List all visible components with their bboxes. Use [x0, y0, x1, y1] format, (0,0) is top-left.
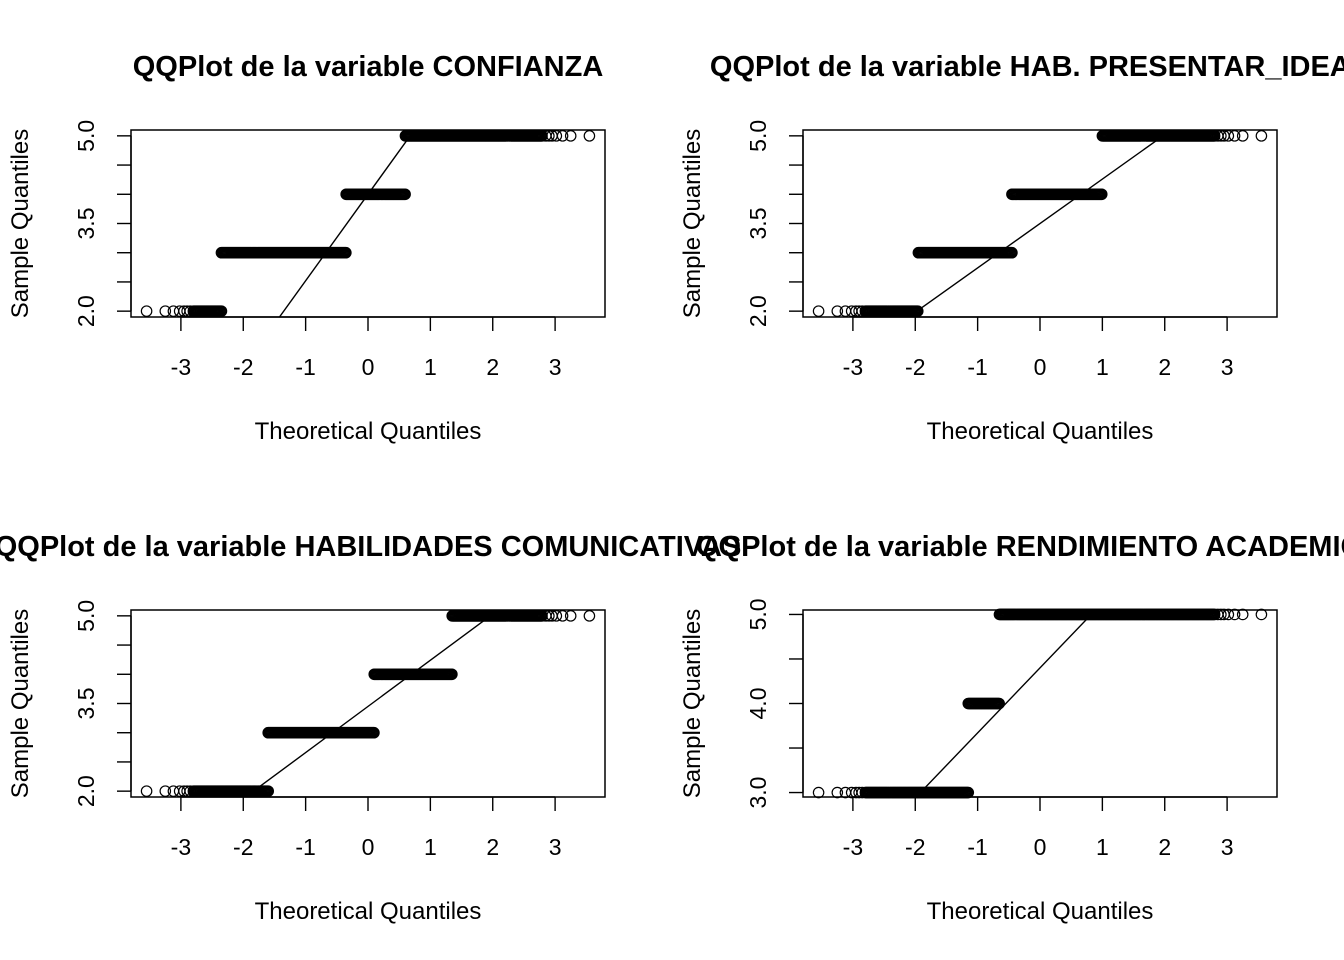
data-point [812, 305, 825, 317]
x-tick-label: 0 [362, 834, 375, 860]
x-axis-label: Theoretical Quantiles [927, 418, 1154, 445]
data-point [446, 668, 458, 681]
x-tick-label: 0 [1034, 354, 1047, 380]
y-axis-label: Sample Quantiles [7, 609, 34, 798]
data-point [583, 130, 596, 142]
data-point [1255, 608, 1268, 621]
x-tick-label: -1 [295, 354, 315, 380]
x-tick-label: 3 [1221, 834, 1234, 860]
x-tick-label: -2 [905, 354, 925, 380]
panel-title: QQPlot de la variable CONFIANZA [133, 51, 604, 83]
qq-panel-1: QQPlot de la variable CONFIANZA -3 -2 -1 0 1 2… [7, 51, 606, 445]
y-axis: 2.0 3.5 5.0 [73, 120, 132, 327]
data-point [993, 697, 1005, 710]
y-axis: 3.0 4.0 5.0 [745, 598, 804, 809]
y-tick-label: 2.0 [73, 295, 99, 327]
data-point [812, 786, 825, 799]
data-point [839, 786, 852, 799]
x-axis-label: Theoretical Quantiles [255, 418, 482, 445]
data-point [564, 610, 577, 622]
data-point [583, 610, 596, 622]
x-tick-label: 0 [1034, 834, 1047, 860]
x-axis-label: Theoretical Quantiles [927, 898, 1154, 925]
qq-panel-3: QQPlot de la variable HABILIDADES COMUNI… [0, 531, 741, 925]
y-tick-label: 2.0 [73, 775, 99, 807]
x-tick-label: 2 [1158, 354, 1171, 380]
x-tick-label: -2 [905, 834, 925, 860]
x-tick-label: 1 [424, 354, 437, 380]
x-tick-label: 1 [424, 834, 437, 860]
data-point [140, 785, 153, 797]
x-tick-label: -1 [967, 354, 987, 380]
x-tick-label: -1 [295, 834, 315, 860]
x-axis: -3 -2 -1 0 1 2 3 [843, 316, 1234, 380]
data-point [368, 726, 380, 739]
x-tick-label: 1 [1096, 354, 1109, 380]
x-axis: -3 -2 -1 0 1 2 3 [171, 316, 562, 380]
x-tick-label: 2 [486, 354, 499, 380]
y-tick-label: 3.5 [745, 208, 771, 240]
y-axis-label: Sample Quantiles [679, 129, 706, 318]
points-group [140, 610, 596, 797]
panel-title: QQPlot de la variable HAB. PRESENTAR_IDE… [710, 51, 1344, 83]
y-tick-label: 3.0 [745, 777, 771, 809]
y-tick-label: 5.0 [745, 598, 771, 630]
data-point [167, 305, 180, 317]
y-tick-label: 3.5 [73, 208, 99, 240]
points-group [812, 608, 1268, 799]
x-tick-label: 0 [362, 354, 375, 380]
data-point [1255, 130, 1268, 142]
y-axis-label: Sample Quantiles [679, 609, 706, 798]
x-axis-label: Theoretical Quantiles [255, 898, 482, 925]
qq-line [915, 610, 1097, 797]
qq-line [244, 610, 500, 797]
x-tick-label: -2 [233, 354, 253, 380]
panel-title: QQPlot de la variable RENDIMIENTO ACADEM… [696, 531, 1344, 563]
data-point [399, 188, 411, 201]
qq-panel-4: QQPlot de la variable RENDIMIENTO ACADEM… [679, 531, 1344, 925]
x-tick-label: 3 [1221, 354, 1234, 380]
x-tick-label: 3 [549, 354, 562, 380]
panel-title: QQPlot de la variable HABILIDADES COMUNI… [0, 531, 741, 563]
y-axis: 2.0 3.5 5.0 [745, 120, 804, 327]
x-tick-label: 2 [1158, 834, 1171, 860]
data-point [167, 785, 180, 797]
y-axis-label: Sample Quantiles [7, 129, 34, 318]
y-tick-label: 5.0 [73, 120, 99, 152]
qq-panel-2: QQPlot de la variable HAB. PRESENTAR_IDE… [679, 51, 1344, 445]
x-tick-label: -1 [967, 834, 987, 860]
data-point [1006, 246, 1018, 259]
plot-box [802, 609, 1278, 798]
x-tick-label: -2 [233, 834, 253, 860]
x-tick-label: 2 [486, 834, 499, 860]
data-point [839, 305, 852, 317]
x-tick-label: -3 [843, 354, 863, 380]
y-tick-label: 3.5 [73, 688, 99, 720]
data-point [1236, 608, 1249, 621]
x-axis: -3 -2 -1 0 1 2 3 [843, 796, 1234, 860]
y-tick-label: 5.0 [745, 120, 771, 152]
y-tick-label: 2.0 [745, 295, 771, 327]
plot-box [130, 609, 606, 798]
x-tick-label: -3 [843, 834, 863, 860]
qq-line [907, 130, 1173, 317]
x-tick-label: 1 [1096, 834, 1109, 860]
y-axis: 2.0 3.5 5.0 [73, 600, 132, 807]
data-point [340, 246, 352, 259]
x-axis: -3 -2 -1 0 1 2 3 [171, 796, 562, 860]
plot-box [130, 129, 606, 318]
data-point [1236, 130, 1249, 142]
data-point [1095, 188, 1108, 201]
points-group [140, 130, 596, 317]
data-point [140, 305, 153, 317]
qq-line [278, 130, 416, 317]
data-point [564, 130, 577, 142]
x-tick-label: -3 [171, 834, 191, 860]
x-tick-label: 3 [549, 834, 562, 860]
y-tick-label: 5.0 [73, 600, 99, 632]
x-tick-label: -3 [171, 354, 191, 380]
y-tick-label: 4.0 [745, 688, 771, 720]
